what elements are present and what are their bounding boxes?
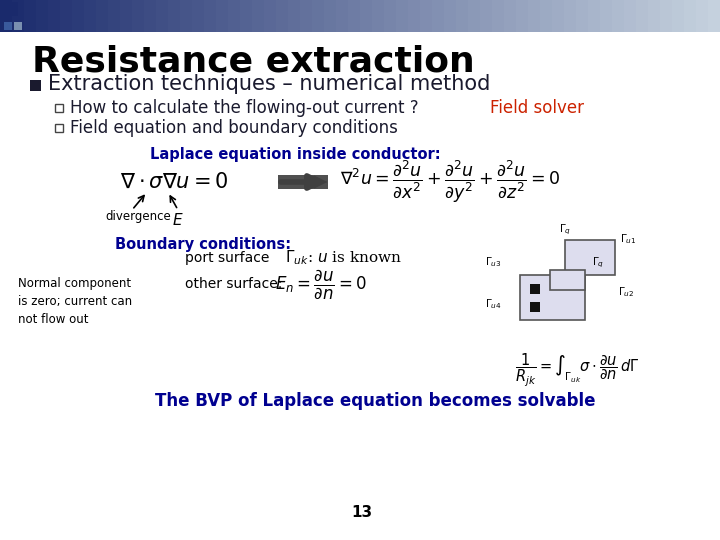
Bar [168,0,181,32]
Text: Field solver: Field solver [490,99,584,117]
Bar [0,0,13,32]
Bar [540,0,553,32]
Bar [456,0,469,32]
Bar [552,0,565,32]
Bar [612,0,625,32]
Bar [360,0,373,32]
Text: Field equation and boundary conditions: Field equation and boundary conditions [70,119,398,137]
Bar [660,0,673,32]
Text: $\Gamma_{uk}$: $u$ is known: $\Gamma_{uk}$: $u$ is known [285,248,402,267]
Bar [312,0,325,32]
Bar [14,22,22,30]
Bar [550,270,585,290]
Text: 13: 13 [351,505,372,520]
Bar [684,0,697,32]
Bar [444,0,457,32]
Bar [276,0,289,32]
Text: Boundary conditions:: Boundary conditions: [115,237,291,252]
Bar [530,302,540,312]
Bar [624,0,637,32]
Bar [180,0,193,32]
Text: How to calculate the flowing-out current ?: How to calculate the flowing-out current… [70,99,429,117]
Text: $\Gamma_q$: $\Gamma_q$ [559,222,571,237]
Text: $\dfrac{1}{R_{jk}} = \int_{\Gamma_{uk}} \sigma \cdot \dfrac{\partial u}{\partial: $\dfrac{1}{R_{jk}} = \int_{\Gamma_{uk}} … [515,352,639,389]
Bar [12,0,25,32]
Bar [4,2,18,16]
Bar [55,104,63,112]
Bar [240,0,253,32]
Bar [696,0,709,32]
Bar [108,0,121,32]
Bar [324,0,337,32]
Bar [216,0,229,32]
Bar [4,22,12,30]
Bar [636,0,649,32]
Bar [516,0,529,32]
Bar [30,80,41,91]
Bar [504,0,517,32]
Bar [84,0,97,32]
Text: Laplace equation inside conductor:: Laplace equation inside conductor: [150,147,441,162]
Text: Extraction techniques – numerical method: Extraction techniques – numerical method [48,74,490,94]
Text: divergence: divergence [105,210,171,223]
Text: $\nabla \cdot \sigma \nabla u = 0$: $\nabla \cdot \sigma \nabla u = 0$ [120,172,229,192]
Bar [144,0,157,32]
Bar [564,0,577,32]
Bar [468,0,481,32]
Bar [192,0,205,32]
Bar [24,0,37,32]
Text: port surface: port surface [185,251,269,265]
Bar [648,0,661,32]
Bar [372,0,385,32]
Bar [672,0,685,32]
Bar [492,0,505,32]
Text: $\Gamma_{u3}$: $\Gamma_{u3}$ [485,255,502,269]
Bar [420,0,433,32]
Bar [204,0,217,32]
Bar [288,0,301,32]
Bar [228,0,241,32]
Bar [132,0,145,32]
Bar [396,0,409,32]
Bar [60,0,73,32]
Bar [576,0,589,32]
Text: $E_n = \dfrac{\partial u}{\partial n} = 0$: $E_n = \dfrac{\partial u}{\partial n} = … [275,267,367,301]
Bar [480,0,493,32]
Text: $\Gamma_{u1}$: $\Gamma_{u1}$ [620,232,636,246]
Bar [520,275,585,320]
Bar [408,0,421,32]
Bar [72,0,85,32]
Text: Resistance extraction: Resistance extraction [32,45,474,79]
Bar [588,0,601,32]
Bar [300,0,313,32]
Text: $\Gamma_q$: $\Gamma_q$ [592,255,604,270]
Bar [55,124,63,132]
Bar [708,0,720,32]
Bar [530,284,540,294]
Text: The BVP of Laplace equation becomes solvable: The BVP of Laplace equation becomes solv… [155,392,595,410]
Bar [384,0,397,32]
Bar [278,175,328,189]
Bar [120,0,133,32]
Bar [48,0,61,32]
Bar [565,240,615,275]
Text: $\nabla^2 u = \dfrac{\partial^2 u}{\partial x^2} + \dfrac{\partial^2 u}{\partial: $\nabla^2 u = \dfrac{\partial^2 u}{\part… [340,159,560,205]
Bar [36,0,49,32]
Bar [156,0,169,32]
Bar [348,0,361,32]
Text: $\Gamma_{u2}$: $\Gamma_{u2}$ [618,285,634,299]
Text: $\mathbf{\mathit{E}}$: $\mathbf{\mathit{E}}$ [172,212,184,228]
Bar [600,0,613,32]
Text: Normal component
is zero; current can
not flow out: Normal component is zero; current can no… [18,277,132,326]
Bar [432,0,445,32]
Bar [336,0,349,32]
Text: other surface:: other surface: [185,277,282,291]
Bar [528,0,541,32]
Bar [96,0,109,32]
Bar [252,0,265,32]
Text: $\Gamma_{u4}$: $\Gamma_{u4}$ [485,297,502,311]
Bar [264,0,277,32]
